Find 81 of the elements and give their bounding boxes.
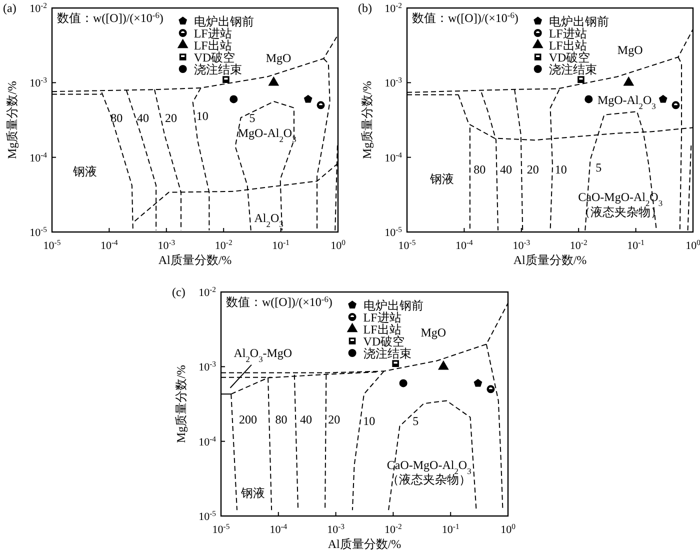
- legend-label: VD破空: [548, 50, 590, 64]
- annotation: CaO-MgO-Al$_{2}$O$_{3}$: [578, 190, 663, 208]
- annotation: 5: [412, 414, 419, 428]
- chart-title: (b): [358, 1, 372, 15]
- x-tick-label: 10$^{-4}$: [455, 238, 474, 252]
- x-tick-label: 10$^{-5}$: [43, 238, 61, 252]
- y-axis-title: Mg质量分数/%: [360, 80, 374, 159]
- x-tick-label: 10$^{-4}$: [270, 522, 288, 536]
- y-tick-label: 10$^{-3}$: [198, 359, 216, 374]
- legend-label: LF进站: [548, 26, 587, 40]
- legend-label: VD破空: [363, 334, 405, 348]
- chart-title: (c): [172, 285, 186, 299]
- annotation: 10: [196, 109, 208, 124]
- legend-label: 浇注结束: [194, 62, 242, 76]
- annotation: 5: [596, 160, 602, 175]
- y-tick-label: 10$^{-5}$: [198, 508, 216, 523]
- y-tick-label: 10$^{-5}$: [30, 224, 48, 239]
- legend-label: LF出站: [363, 322, 402, 336]
- annotation: 20: [328, 412, 340, 427]
- y-tick-label: 10$^{-2}$: [384, 0, 402, 15]
- y-tick-label: 10$^{-4}$: [198, 434, 216, 448]
- annotation: 80: [110, 110, 123, 125]
- annotation: 5: [249, 110, 256, 125]
- x-tick-label: 10$^{-1}$: [272, 238, 290, 252]
- annotation: 10: [363, 414, 376, 428]
- annotation: 数值：w([O])/(×10$^{-6}$): [57, 10, 164, 25]
- y-tick-label: 10$^{-5}$: [384, 224, 402, 239]
- annotation: 钢液: [240, 486, 266, 500]
- annotation: 200: [238, 412, 257, 427]
- legend-label: 电炉出钢前: [194, 14, 254, 28]
- annotation: MgO: [617, 42, 644, 57]
- x-axis-title: Al质量分数/%: [158, 253, 232, 267]
- annotation: 钢液: [428, 172, 454, 186]
- y-axis-title: Mg质量分数/%: [5, 80, 19, 159]
- annotation: 80: [474, 162, 486, 176]
- x-tick-label: 10$^{-3}$: [158, 238, 176, 252]
- legend-label: LF出站: [548, 38, 587, 52]
- legend-label: 浇注结束: [363, 346, 412, 360]
- annotation: MgO-Al$_{2}$O$_{3}$: [597, 92, 656, 110]
- annotation: 数值：w([O])/(×10$^{-6}$): [226, 294, 332, 309]
- x-tick-label: 10$^{-5}$: [398, 238, 416, 252]
- legend-label: LF进站: [194, 26, 232, 40]
- annotation: 40: [136, 110, 149, 125]
- annotation: 40: [300, 412, 312, 427]
- x-axis-title: Al质量分数/%: [513, 253, 587, 267]
- x-tick-label: 10$^{-2}$: [214, 238, 232, 252]
- annotation: 数值：w([O])/(×10$^{-6}$): [412, 10, 518, 25]
- legend-label: VD破空: [194, 50, 236, 64]
- x-tick-label: 10$^{-1}$: [442, 522, 460, 536]
- annotation: MgO: [266, 50, 292, 65]
- annotation: MgO: [420, 325, 446, 340]
- annotation: 20: [164, 110, 177, 125]
- legend-label: 电炉出钢前: [548, 14, 609, 28]
- annotation: 80: [275, 412, 288, 427]
- legend-label: LF进站: [363, 310, 402, 324]
- x-tick-label: 10$^{-4}$: [100, 238, 118, 252]
- annotation: 10: [554, 162, 567, 176]
- legend-label: 浇注结束: [548, 62, 597, 76]
- x-tick-label: 10$^{-2}$: [570, 238, 588, 252]
- annotation: 40: [500, 162, 512, 176]
- y-tick-label: 10$^{-3}$: [384, 75, 402, 90]
- y-axis-title: Mg质量分数/%: [174, 364, 188, 443]
- x-tick-label: 10$^{-3}$: [327, 522, 345, 536]
- y-tick-label: 10$^{-2}$: [30, 0, 48, 15]
- x-tick-label: 10$^{0}$: [500, 522, 516, 536]
- annotation: 钢液: [72, 164, 98, 179]
- legend-label: 电炉出钢前: [363, 298, 424, 312]
- y-tick-label: 10$^{-2}$: [198, 284, 216, 299]
- y-tick-label: 10$^{-3}$: [30, 75, 48, 90]
- x-tick-label: 10$^{-1}$: [627, 238, 645, 252]
- legend-label: LF出站: [194, 38, 232, 52]
- x-tick-label: 10$^{0}$: [686, 238, 700, 252]
- x-axis-title: Al质量分数/%: [328, 537, 402, 551]
- y-tick-label: 10$^{-4}$: [384, 150, 402, 164]
- x-tick-label: 10$^{0}$: [330, 238, 346, 252]
- x-tick-label: 10$^{-5}$: [212, 522, 230, 536]
- annotation: 20: [526, 162, 539, 176]
- x-tick-label: 10$^{-3}$: [512, 238, 530, 252]
- chart-title: (a): [3, 1, 16, 15]
- annotation: Al$_{2}$O$_{3}$-MgO: [234, 346, 292, 364]
- y-tick-label: 10$^{-4}$: [30, 150, 48, 164]
